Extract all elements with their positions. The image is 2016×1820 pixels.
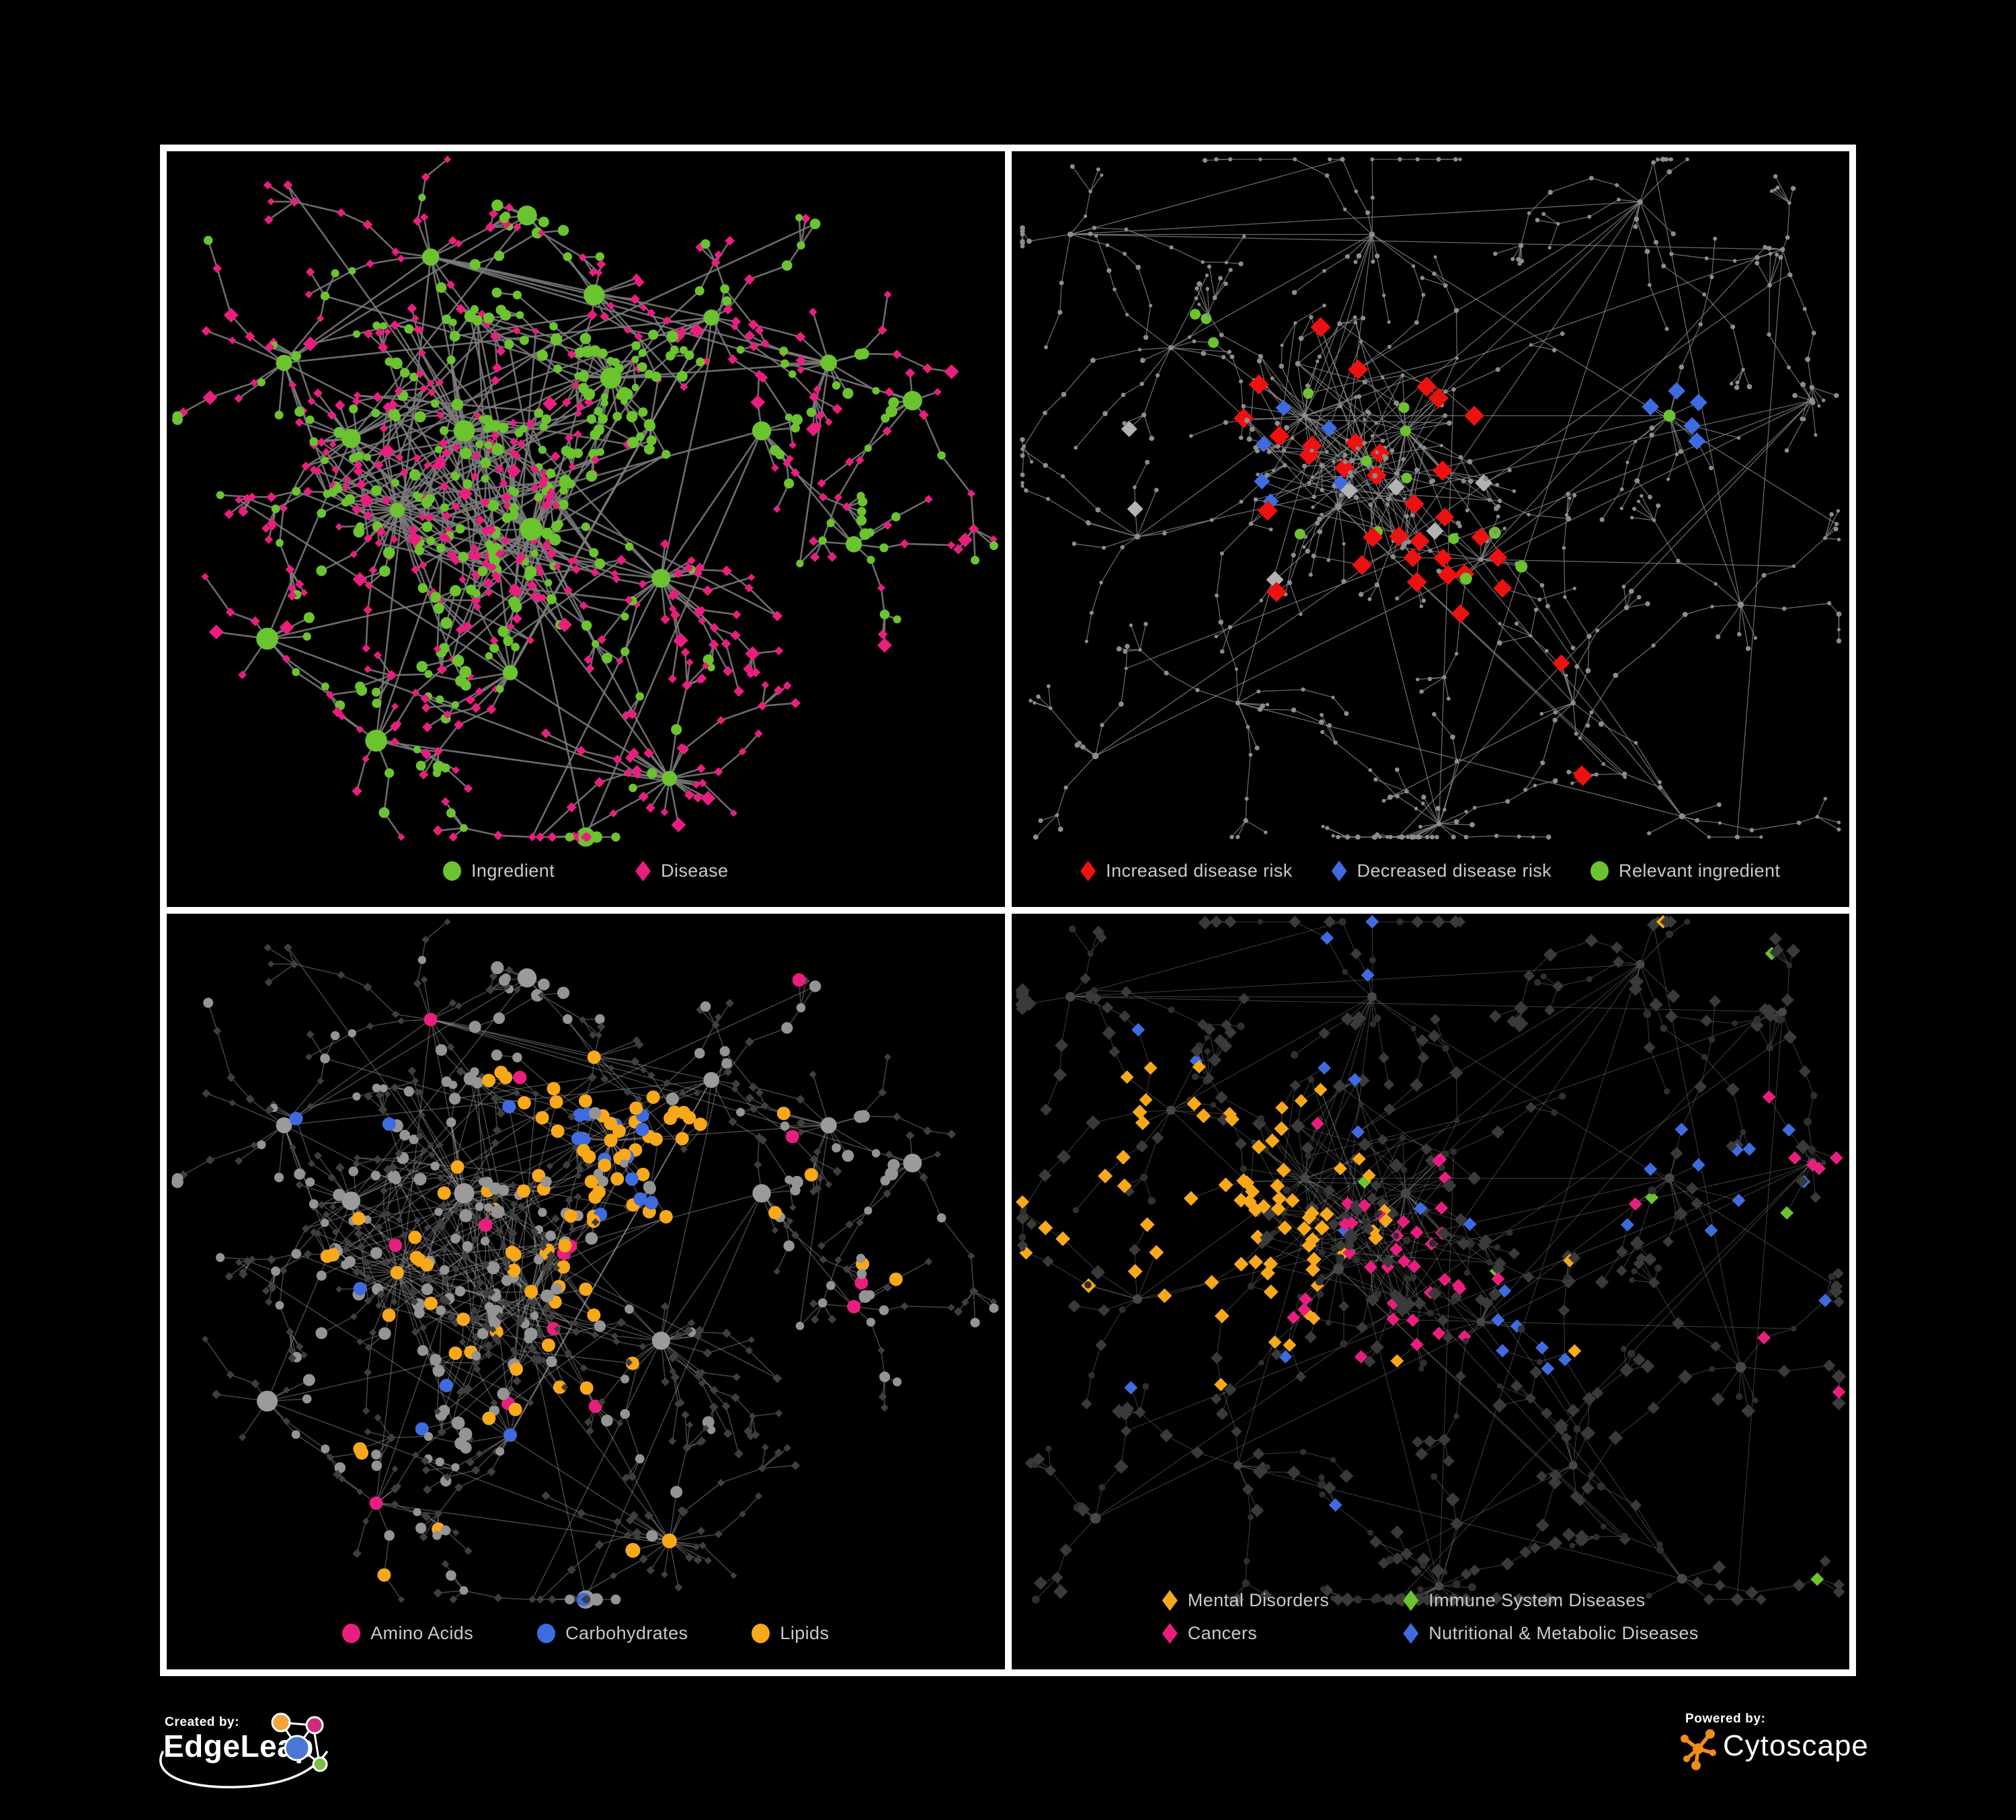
- cytoscape-logo-icon: [1681, 1729, 1716, 1770]
- legend-item-mental-disorders: Mental Disorders: [1162, 1590, 1329, 1611]
- legend-circle-marker: [537, 1624, 556, 1643]
- disease-classes-legend: Mental Disorders Immune System Diseases Ca…: [1012, 1590, 1850, 1644]
- edgeleap-swoosh-icon: [159, 1751, 328, 1788]
- legend-diamond-marker: [1162, 1590, 1178, 1611]
- legend-item-cancers: Cancers: [1162, 1623, 1257, 1644]
- legend-label: Ingredient: [471, 861, 555, 881]
- legend-item-amino-acids: Amino Acids: [342, 1623, 473, 1644]
- legend-label: Lipids: [780, 1623, 830, 1643]
- edgeleap-logo-network-icon: [271, 1712, 328, 1772]
- legend-item-relevant-ingredient: Relevant ingredient: [1590, 861, 1780, 881]
- legend-label: Amino Acids: [370, 1623, 474, 1643]
- legend-diamond-marker: [1331, 861, 1347, 881]
- panel-grid: Ingredient Disease Increased disease risk…: [160, 145, 1856, 1676]
- ingredient-disease-legend: Ingredient Disease: [167, 861, 1005, 881]
- legend-label: Mental Disorders: [1187, 1590, 1330, 1610]
- ingredient-disease-network: [172, 155, 998, 847]
- disease-risk-network: [1019, 157, 1841, 840]
- disease-classes-network: [1014, 915, 1846, 1607]
- edgeleap-green-node: [312, 1756, 328, 1772]
- legend-diamond-marker: [1403, 1590, 1419, 1611]
- legend-item-decreased-disease-risk: Decreased disease risk: [1331, 861, 1552, 881]
- legend-item-lipids: Lipids: [752, 1623, 829, 1644]
- edgeleap-magenta-node: [305, 1716, 324, 1735]
- legend-diamond-marker: [1403, 1623, 1419, 1644]
- legend-diamond-marker: [635, 861, 651, 881]
- legend-item-disease: Disease: [635, 861, 728, 881]
- legend-item-ingredient: Ingredient: [443, 861, 555, 881]
- legend-diamond-marker: [1080, 861, 1096, 881]
- legend-label: Carbohydrates: [565, 1623, 688, 1643]
- panel-disease-risk: Increased disease risk Decreased disease …: [1011, 151, 1850, 907]
- legend-item-increased-disease-risk: Increased disease risk: [1080, 861, 1292, 881]
- panel-ingredient-disease: Ingredient Disease: [167, 151, 1005, 907]
- legend-label: Relevant ingredient: [1619, 861, 1781, 881]
- legend-label: Disease: [661, 861, 729, 881]
- nutrient-classes-network: [171, 918, 999, 1609]
- legend-diamond-marker: [1162, 1623, 1178, 1644]
- cytoscape-logo-text: Cytoscape: [1723, 1729, 1869, 1762]
- panel-disease-classes: Mental Disorders Immune System Diseases Ca…: [1011, 914, 1850, 1669]
- disease-risk-legend: Increased disease risk Decreased disease …: [1012, 861, 1850, 881]
- panel-nutrient-classes: Amino Acids Carbohydrates Lipids: [167, 914, 1005, 1669]
- legend-label: Decreased disease risk: [1357, 861, 1552, 881]
- legend-circle-marker: [1590, 861, 1609, 881]
- legend-label: Immune System Diseases: [1428, 1590, 1646, 1610]
- legend-circle-marker: [752, 1624, 770, 1643]
- legend-label: Cancers: [1187, 1623, 1258, 1643]
- legend-item-immune-system-diseases: Immune System Diseases: [1403, 1590, 1645, 1611]
- legend-item-carbohydrates: Carbohydrates: [537, 1623, 688, 1644]
- legend-label: Nutritional & Metabolic Diseases: [1428, 1623, 1699, 1643]
- powered-by-label: Powered by:: [1685, 1712, 1766, 1726]
- nutrient-classes-legend: Amino Acids Carbohydrates Lipids: [167, 1623, 1005, 1644]
- legend-item-nutritional-metabolic-diseases: Nutritional & Metabolic Diseases: [1403, 1623, 1698, 1644]
- edgeleap-orange-node: [271, 1712, 291, 1733]
- legend-circle-marker: [342, 1624, 361, 1643]
- legend-label: Increased disease risk: [1106, 861, 1293, 881]
- legend-circle-marker: [443, 861, 462, 881]
- created-by-label: Created by:: [165, 1715, 240, 1729]
- edgeleap-blue-node: [284, 1735, 311, 1762]
